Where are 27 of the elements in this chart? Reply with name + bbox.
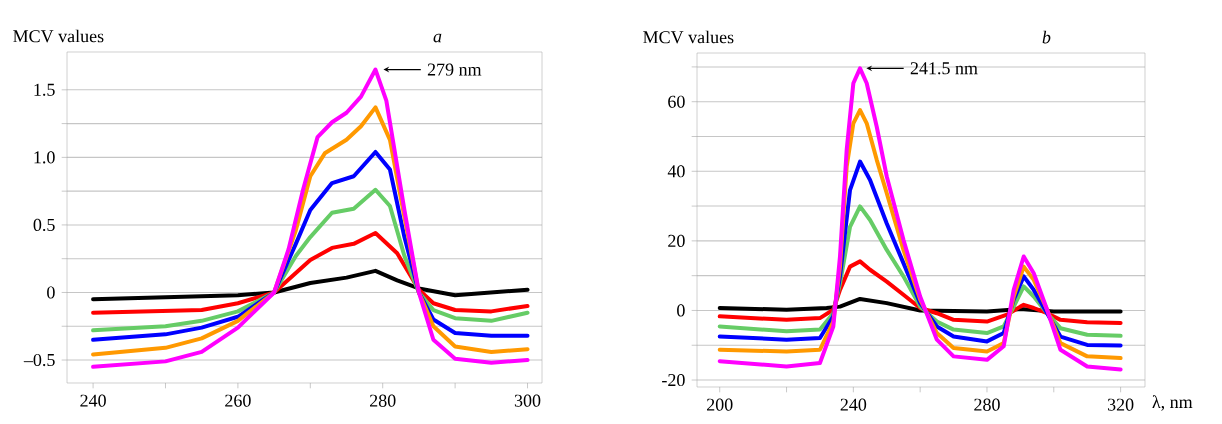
chart-title: b: [1042, 30, 1051, 44]
chart-title: a: [433, 33, 442, 43]
y-tick-label: 0: [677, 304, 685, 317]
x-tick-label: 260: [225, 394, 251, 407]
x-tick-label: 300: [514, 394, 541, 407]
y-tick-label: 1.5: [34, 83, 55, 96]
x-tick-label: 240: [840, 398, 867, 411]
x-tick-label: 200: [707, 398, 733, 411]
x-tick-label: 240: [80, 394, 106, 407]
line-series: [91, 268, 530, 302]
y-tick-label: -20: [662, 373, 685, 387]
y-tick-label: –0.5: [23, 353, 55, 367]
x-tick-label: 320: [1107, 398, 1134, 411]
y-tick-label: 20: [668, 234, 685, 247]
y-tick-label: 0: [47, 286, 55, 299]
y-axis-title: MCV values: [643, 30, 734, 44]
y-tick-label: 40: [667, 165, 685, 178]
y-tick-label: 1.0: [34, 151, 55, 164]
line-series: [91, 231, 530, 315]
annotation: 279 nm: [427, 63, 482, 76]
x-tick-label: 280: [974, 398, 1000, 411]
y-tick-label: 60: [668, 95, 685, 108]
x-axis-title: λ, nm: [1152, 395, 1193, 411]
x-tick-label: 280: [370, 394, 396, 407]
y-tick-label: 0.5: [33, 218, 55, 232]
annotation: 241.5 nm: [910, 62, 978, 75]
y-axis-title: MCV values: [13, 29, 104, 43]
